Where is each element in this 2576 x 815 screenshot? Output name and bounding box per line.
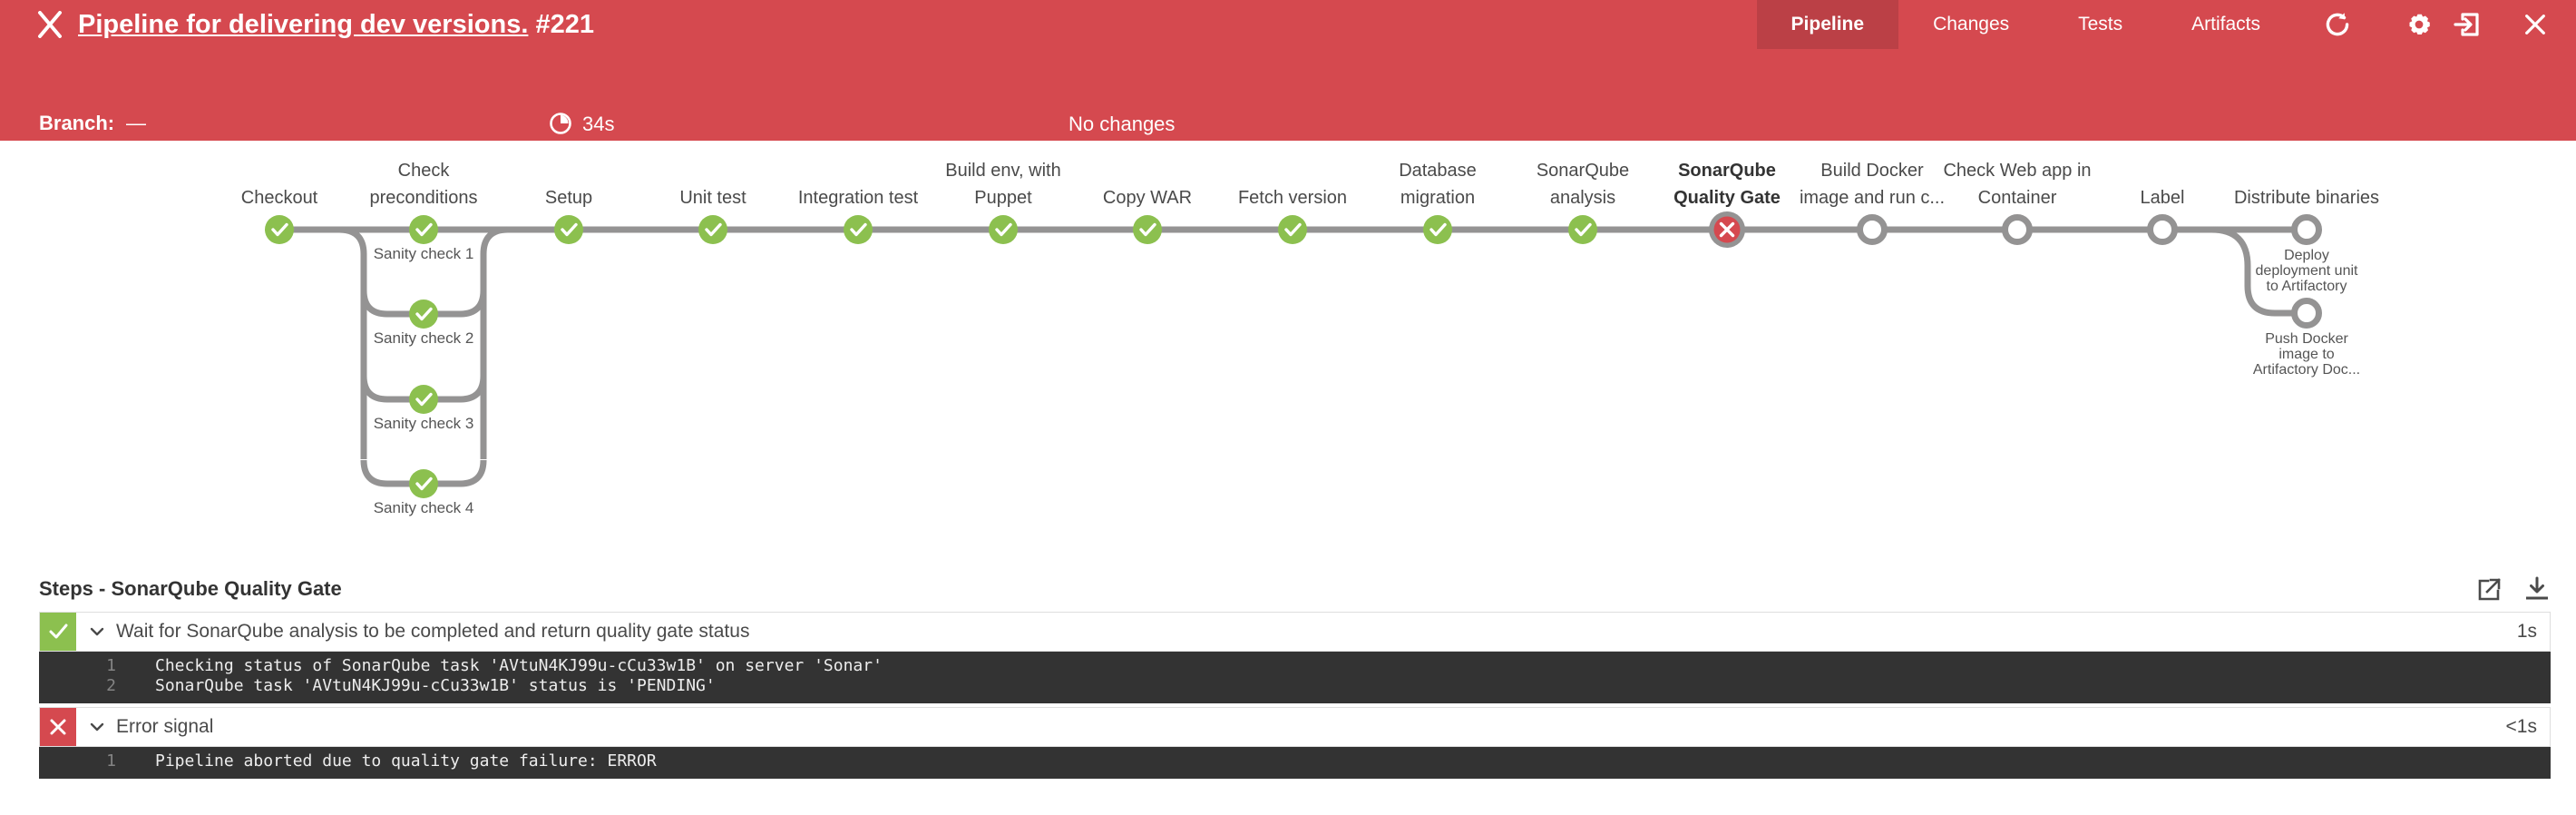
stage-check-web-app-in-container[interactable]: Check Web app in Container <box>1943 161 2092 208</box>
log-line-number[interactable]: 1 <box>106 656 116 675</box>
step-label: Error signal <box>116 716 214 737</box>
step-duration: <1s <box>2505 716 2537 737</box>
steps-table: Wait for SonarQube analysis to be comple… <box>39 612 2551 782</box>
pipeline-name-link[interactable]: Pipeline for delivering dev versions. <box>78 9 529 39</box>
step-label: Wait for SonarQube analysis to be comple… <box>116 621 750 642</box>
rerun-icon[interactable] <box>2322 9 2353 40</box>
stage-check-preconditions[interactable]: Check preconditions <box>369 161 478 208</box>
step-log: 1 Checking status of SonarQube task 'AVt… <box>39 652 2551 703</box>
branch-deploy-deployment-unit[interactable]: Deploy deployment unit to Artifactory <box>2255 248 2358 294</box>
changes-summary: No changes <box>1068 113 1176 135</box>
branch-sanity-check-4[interactable]: Sanity check 4 <box>373 499 474 516</box>
run-info-bar: Branch: — Commit: 73e97bb 34s 5 minutes … <box>0 49 2576 170</box>
branch-sanity-check-3[interactable]: Sanity check 3 <box>373 415 474 432</box>
steps-section-title: Steps - SonarQube Quality Gate <box>39 577 342 600</box>
stage-distribute-binaries[interactable]: Distribute binaries <box>2233 188 2380 208</box>
chevron-down-icon <box>88 623 106 641</box>
pipeline-graph: Checkout Check preconditions Setup Unit t… <box>0 141 2576 554</box>
settings-icon[interactable] <box>2404 9 2435 40</box>
chevron-down-icon <box>88 718 106 736</box>
stage-label[interactable]: Label <box>2140 188 2185 208</box>
log-line[interactable]: 1 Pipeline aborted due to quality gate f… <box>39 751 2551 771</box>
tab-artifacts[interactable]: Artifacts <box>2191 14 2260 34</box>
failed-node-sonarqube-quality-gate <box>1709 211 1745 248</box>
log-line-text: Pipeline aborted due to quality gate fai… <box>155 751 657 771</box>
build-number-value: #221 <box>535 9 594 39</box>
tab-pipeline[interactable]: Pipeline <box>1756 0 1899 49</box>
log-line-text: Checking status of SonarQube task 'AVtuN… <box>155 656 883 675</box>
branch-label: Branch: <box>39 112 115 134</box>
branch-value: — <box>126 112 146 134</box>
step-success-icon <box>40 613 76 651</box>
stage-sonarqube-quality-gate[interactable]: SonarQube Quality Gate <box>1673 161 1781 208</box>
branch-sanity-check-2[interactable]: Sanity check 2 <box>373 329 474 347</box>
stage-build-docker-image[interactable]: Build Docker image and run c... <box>1799 161 1946 208</box>
duration-value: 34s <box>582 113 615 135</box>
log-line-number[interactable]: 2 <box>106 676 116 695</box>
tab-tests[interactable]: Tests <box>2078 14 2123 34</box>
step-row-error-signal[interactable]: Error signal <1s <box>39 707 2551 747</box>
go-to-classic-icon[interactable] <box>2451 9 2482 40</box>
step-duration: 1s <box>2516 621 2537 642</box>
success-nodes <box>265 215 1597 498</box>
step-row-wait-for-sonarqube[interactable]: Wait for SonarQube analysis to be comple… <box>39 612 2551 652</box>
log-line-text: SonarQube task 'AVtuN4KJ99u-cCu33w1B' st… <box>155 676 716 695</box>
stage-build-env-with-puppet[interactable]: Build env, with Puppet <box>945 161 1061 208</box>
branch-sanity-check-1[interactable]: Sanity check 1 <box>373 245 474 262</box>
stage-setup[interactable]: Setup <box>544 188 593 208</box>
duration-icon <box>549 112 572 141</box>
run-header-bar: Pipeline for delivering dev versions. #2… <box>0 0 2576 49</box>
close-icon[interactable] <box>34 9 65 40</box>
stage-sonarqube-analysis[interactable]: SonarQube analysis <box>1536 161 1630 208</box>
close-run-icon[interactable] <box>2520 9 2551 40</box>
not-built-nodes <box>1857 214 2322 329</box>
stage-database-migration[interactable]: Database migration <box>1399 161 1477 208</box>
stage-integration-test[interactable]: Integration test <box>797 188 919 208</box>
branch-push-docker-image[interactable]: Push Docker image to Artifactory Doc... <box>2252 331 2361 378</box>
stage-fetch-version[interactable]: Fetch version <box>1237 188 1348 208</box>
page-title: Pipeline for delivering dev versions. #2… <box>78 10 594 40</box>
open-in-new-icon[interactable] <box>2476 575 2503 603</box>
stage-copy-war[interactable]: Copy WAR <box>1102 188 1193 208</box>
pipeline-edges <box>265 211 2322 498</box>
step-log: 1 Pipeline aborted due to quality gate f… <box>39 747 2551 779</box>
log-line[interactable]: 2 SonarQube task 'AVtuN4KJ99u-cCu33w1B' … <box>39 676 2551 696</box>
stage-unit-test[interactable]: Unit test <box>679 188 746 208</box>
tab-changes[interactable]: Changes <box>1933 14 2010 34</box>
log-line[interactable]: 1 Checking status of SonarQube task 'AVt… <box>39 656 2551 676</box>
step-failure-icon <box>40 708 76 746</box>
download-log-icon[interactable] <box>2523 575 2551 603</box>
log-line-number[interactable]: 1 <box>106 751 116 771</box>
stage-checkout[interactable]: Checkout <box>240 188 318 208</box>
